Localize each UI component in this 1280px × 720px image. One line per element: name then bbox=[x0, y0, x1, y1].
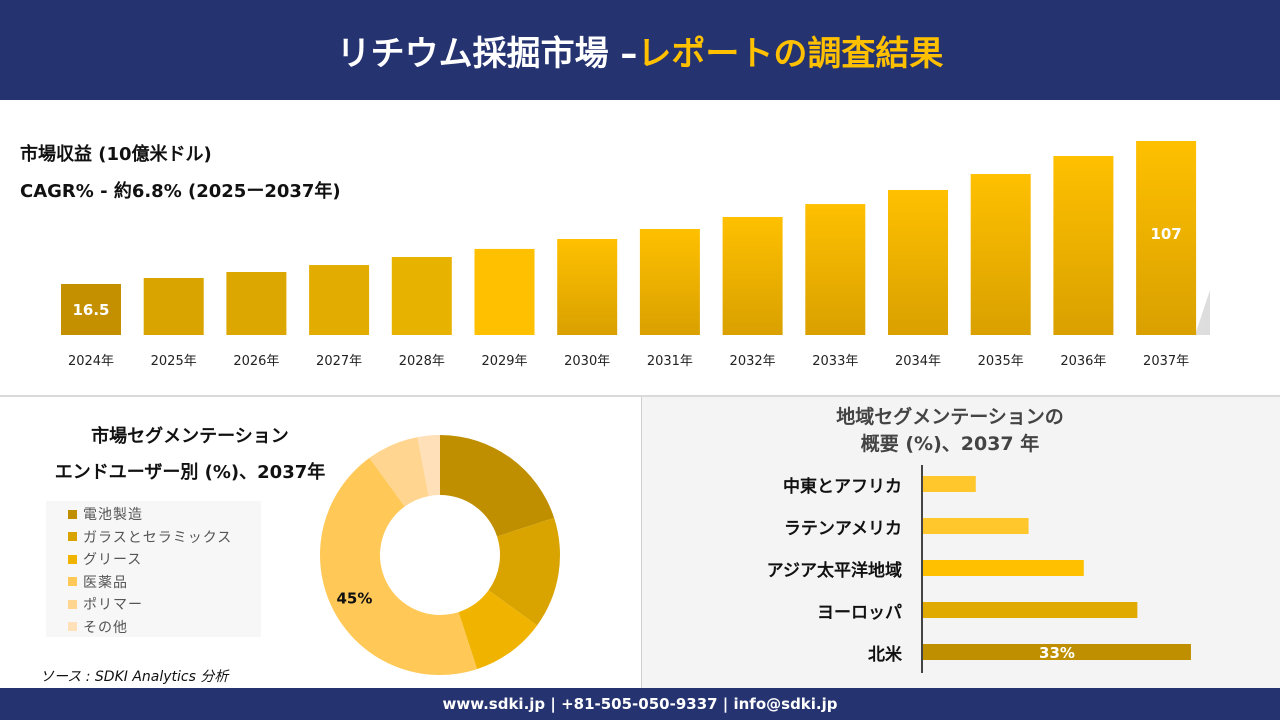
region-label: 中東とアフリカ bbox=[783, 477, 902, 497]
region-bar-0 bbox=[923, 476, 976, 492]
bar-10 bbox=[888, 189, 948, 335]
region-label: アジア太平洋地域 bbox=[766, 561, 902, 581]
legend-item: ポリマー bbox=[68, 593, 261, 616]
legend-swatch bbox=[68, 577, 77, 587]
x-tick-label: 2029年 bbox=[481, 354, 527, 369]
bar-6 bbox=[557, 238, 618, 335]
cagr-label: CAGR% - 約6.8% (2025ー2037年) bbox=[20, 181, 341, 202]
region-title: 地域セグメンテーションの 概要 (%)、2037 年 bbox=[780, 404, 1120, 458]
legend-item: 医薬品 bbox=[68, 571, 261, 594]
region-panel bbox=[641, 397, 1280, 688]
bar-2 bbox=[226, 271, 287, 335]
x-tick-label: 2025年 bbox=[151, 354, 197, 369]
donut-slice-2 bbox=[458, 590, 538, 670]
region-label: ラテンアメリカ bbox=[783, 519, 902, 539]
x-tick-label: 2037年 bbox=[1143, 354, 1189, 369]
legend-label: ポリマー bbox=[83, 597, 143, 614]
legend-item: その他 bbox=[68, 616, 261, 639]
donut-slice-3 bbox=[320, 457, 478, 675]
x-tick-label: 2027年 bbox=[316, 354, 362, 369]
legend-label: その他 bbox=[83, 619, 128, 636]
legend-item: グリース bbox=[68, 548, 261, 571]
title-highlight: レポートの調査結果 bbox=[637, 33, 944, 74]
segment-subtitle: エンドユーザー別 (%)、2037年 bbox=[54, 462, 326, 483]
x-tick-label: 2024年 bbox=[68, 354, 114, 369]
bar-11 bbox=[970, 174, 1031, 335]
section-divider bbox=[0, 395, 1280, 397]
legend-swatch bbox=[68, 599, 77, 609]
bar-5 bbox=[474, 248, 535, 335]
footer-contact: www.sdki.jp | +81-505-050-9337 | info@sd… bbox=[0, 688, 1280, 720]
x-tick-label: 2036年 bbox=[1060, 354, 1106, 369]
legend-swatch bbox=[68, 622, 77, 632]
bar-1 bbox=[143, 277, 204, 335]
legend-swatch bbox=[68, 554, 77, 564]
legend-label: 医薬品 bbox=[83, 574, 128, 591]
source-note: ソース : SDKI Analytics 分析 bbox=[40, 669, 229, 685]
bar-12 bbox=[1053, 156, 1114, 335]
x-tick-label: 2026年 bbox=[233, 354, 279, 369]
bar-data-label: 16.5 bbox=[72, 301, 109, 319]
bar-4 bbox=[391, 256, 452, 335]
legend-label: 電池製造 bbox=[83, 507, 143, 524]
x-tick-label: 2035年 bbox=[978, 354, 1024, 369]
region-label: ヨーロッパ bbox=[817, 603, 902, 623]
bar-7 bbox=[639, 229, 700, 335]
revenue-label: 市場収益 (10億米ドル) bbox=[20, 144, 212, 165]
region-title-line1: 地域セグメンテーションの bbox=[836, 406, 1064, 428]
region-bar-3 bbox=[923, 602, 1138, 618]
legend-item: ガラスとセラミックス bbox=[68, 526, 261, 549]
x-tick-label: 2030年 bbox=[564, 354, 610, 369]
page-header: リチウム採掘市場 – レポートの調査結果 bbox=[0, 0, 1280, 100]
donut-slice-1 bbox=[488, 517, 560, 626]
region-bar-1 bbox=[923, 518, 1029, 534]
x-tick-label: 2028年 bbox=[399, 354, 445, 369]
donut-slice-0 bbox=[440, 435, 555, 537]
legend-item: 電池製造 bbox=[68, 503, 261, 526]
x-tick-label: 2031年 bbox=[647, 354, 693, 369]
bar-9 bbox=[805, 204, 866, 335]
region-title-line2: 概要 (%)、2037 年 bbox=[860, 433, 1040, 455]
legend-label: ガラスとセラミックス bbox=[83, 529, 233, 546]
bar-0 bbox=[61, 284, 121, 335]
region-label: 北米 bbox=[868, 645, 902, 665]
legend-label: グリース bbox=[83, 552, 143, 569]
title-main: リチウム採掘市場 – bbox=[336, 33, 638, 74]
bar-data-label: 107 bbox=[1150, 225, 1181, 243]
region-bar-2 bbox=[923, 560, 1084, 576]
donut-legend: 電池製造ガラスとセラミックス グリース医薬品ポリマーその他 bbox=[46, 501, 261, 637]
region-data-label: 33% bbox=[1039, 644, 1075, 662]
x-tick-label: 2034年 bbox=[895, 354, 941, 369]
bar-13 bbox=[1136, 141, 1197, 335]
region-bar-4 bbox=[923, 644, 1191, 660]
x-tick-label: 2032年 bbox=[730, 354, 776, 369]
donut-slice-5 bbox=[417, 435, 440, 497]
bar-3 bbox=[309, 265, 370, 335]
donut-data-label: 45% bbox=[337, 590, 373, 608]
legend-swatch bbox=[68, 532, 77, 542]
legend-swatch bbox=[68, 509, 77, 519]
segment-title: 市場セグメンテーション bbox=[91, 426, 289, 447]
donut-slice-4 bbox=[369, 437, 429, 507]
x-tick-label: 2033年 bbox=[812, 354, 858, 369]
bar-8 bbox=[722, 217, 783, 335]
